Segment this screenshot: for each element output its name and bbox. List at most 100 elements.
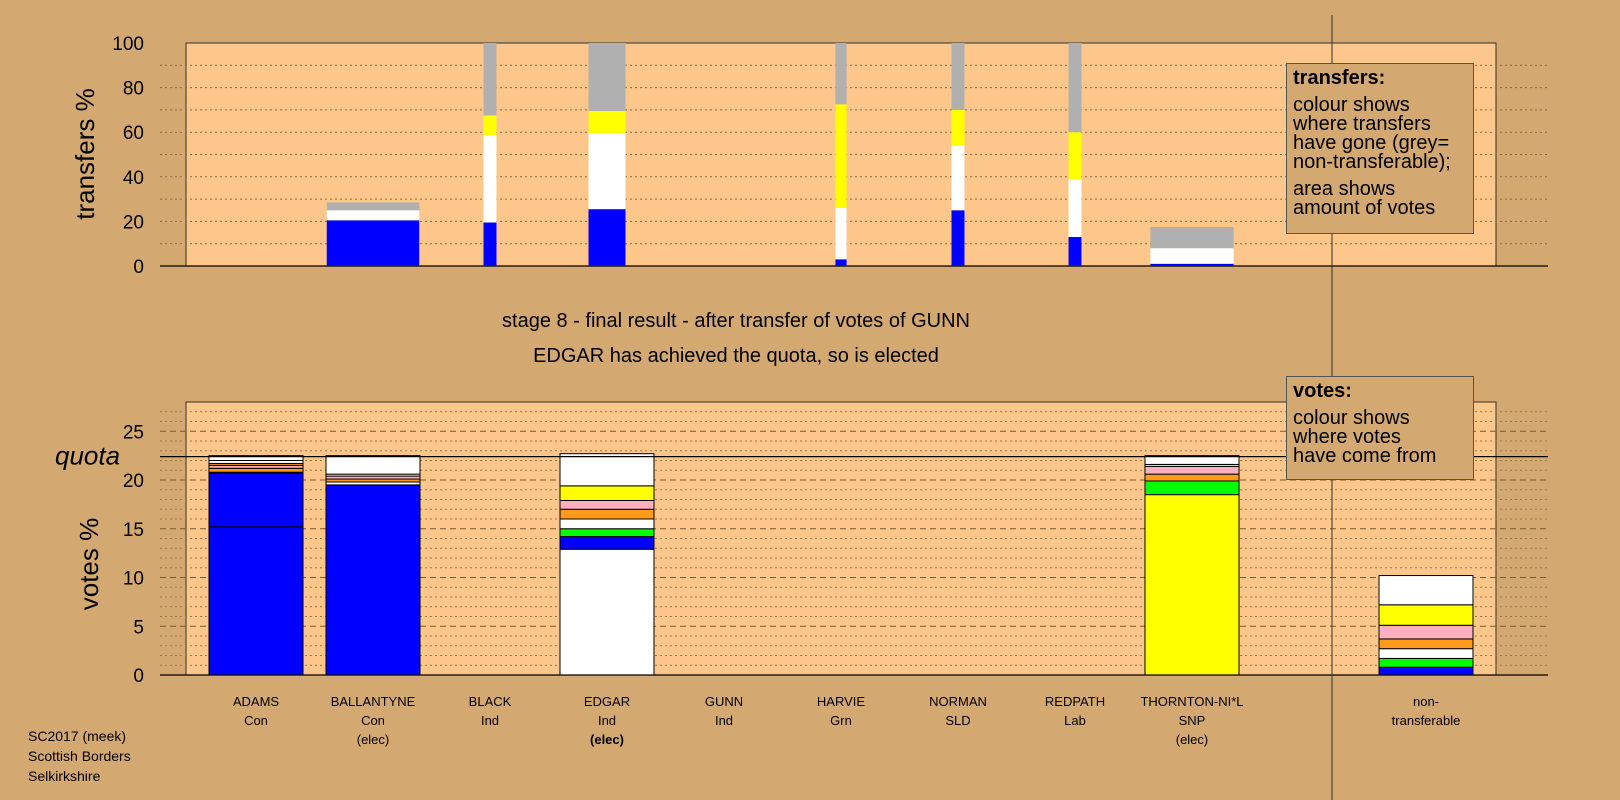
candidate-party: Con [244, 713, 268, 728]
candidate-status: (elec) [590, 732, 624, 747]
transfer-bar-segment [326, 210, 420, 221]
transfer-bar-segment [951, 145, 965, 211]
transfer-bar-segment [951, 210, 965, 266]
vote-bar-segment [1378, 666, 1474, 676]
vote-bar-segment [1144, 455, 1240, 465]
vote-bar-segment [559, 485, 655, 501]
transfers-y-tick: 20 [123, 212, 144, 233]
vote-bar-segment [208, 467, 304, 473]
candidate-party: Ind [715, 713, 733, 728]
footer-council: Scottish Borders [28, 748, 131, 764]
transfer-bar-segment [1150, 226, 1234, 249]
candidate-party: Ind [598, 713, 616, 728]
candidate-name: ADAMS [233, 694, 280, 709]
votes-y-tick: 20 [123, 471, 144, 492]
vote-bar-segment [208, 472, 304, 528]
candidate-name: BALLANTYNE [331, 694, 416, 709]
candidate-name: HARVIE [817, 694, 865, 709]
vote-bar-segment [1378, 657, 1474, 668]
transfer-bar-segment [951, 43, 965, 110]
candidate-name: non- [1413, 694, 1439, 709]
candidate-party: Lab [1064, 713, 1086, 728]
transfer-bar-segment [483, 135, 497, 223]
candidate-party: Ind [481, 713, 499, 728]
candidate-party: SLD [945, 713, 970, 728]
transfer-bar-segment [483, 115, 497, 136]
vote-bar-segment [559, 453, 655, 487]
candidate-name: THORNTON-NI*L [1140, 694, 1243, 709]
transfer-bar-segment [835, 43, 847, 105]
candidate-status: (elec) [357, 732, 390, 747]
vote-bar-segment [1144, 494, 1240, 676]
vote-bar-segment [1378, 648, 1474, 659]
votes-y-label: votes % [74, 518, 104, 611]
legend-transfers-line: amount of votes [1293, 197, 1436, 219]
footer-info: SC2017 (meek) Scottish Borders Selkirksh… [28, 726, 131, 786]
transfer-bar-segment [588, 43, 626, 112]
vote-bar-segment [1144, 480, 1240, 496]
transfer-bar-segment [483, 43, 497, 116]
transfer-bar-segment [326, 220, 420, 266]
candidate-party: Con [361, 713, 385, 728]
transfer-bar-segment [588, 111, 626, 134]
vote-bar-segment [325, 484, 421, 676]
vote-bar-segment [559, 536, 655, 550]
transfer-bar-segment [835, 208, 847, 260]
transfer-bar-segment [1068, 132, 1082, 180]
legend-votes-line: colour shows [1293, 407, 1410, 429]
votes-y-tick: 5 [133, 617, 144, 638]
vote-bar-segment [559, 518, 655, 530]
vote-bar-segment [1378, 575, 1474, 606]
legend-votes-line: where votes [1293, 426, 1401, 448]
transfer-bar-segment [326, 202, 420, 211]
vote-bar-segment [1144, 473, 1240, 482]
legend-transfers-line: have gone (grey= [1293, 132, 1450, 154]
legend-transfers-line: non-transferable); [1293, 151, 1451, 173]
candidate-name: EDGAR [584, 694, 630, 709]
vote-bar-segment [1378, 604, 1474, 626]
legend-transfers: transfers: colour shows where transfers … [1286, 63, 1474, 234]
transfers-y-tick: 0 [133, 257, 144, 278]
legend-transfers-title: transfers: [1293, 67, 1386, 89]
transfer-bar-segment [588, 209, 626, 266]
stage-title: stage 8 - final result - after transfer … [502, 310, 970, 332]
transfer-bar-segment [483, 222, 497, 266]
vote-bar-segment [559, 508, 655, 520]
transfer-bar-segment [1150, 248, 1234, 264]
votes-y-tick: 15 [123, 520, 144, 541]
candidate-status: (elec) [1176, 732, 1209, 747]
transfer-bar-segment [1068, 179, 1082, 238]
candidate-party: transferable [1392, 713, 1461, 728]
candidate-party: Grn [830, 713, 852, 728]
vote-bar-segment [325, 455, 421, 475]
legend-transfers-line: area shows [1293, 178, 1396, 200]
vote-bar-segment [559, 548, 655, 676]
vote-bar-segment [559, 528, 655, 538]
vote-bar-segment [559, 499, 655, 510]
votes-y-tick: 0 [133, 666, 144, 687]
legend-votes-line: have come from [1293, 445, 1437, 467]
transfers-y-tick: 40 [123, 168, 144, 189]
transfer-bar-segment [951, 109, 965, 146]
vote-bar-segment [1144, 465, 1240, 475]
transfer-bar-segment [835, 259, 847, 266]
candidate-party: SNP [1179, 713, 1206, 728]
stage-subtitle: EDGAR has achieved the quota, so is elec… [533, 345, 939, 367]
votes-y-tick: 10 [123, 569, 144, 590]
transfer-bar-segment [1068, 43, 1082, 133]
transfer-bar-segment [1150, 263, 1234, 266]
transfer-bar-segment [1068, 237, 1082, 266]
transfers-y-tick: 100 [112, 34, 144, 55]
transfers-y-tick: 60 [123, 123, 144, 144]
transfers-y-tick: 80 [123, 79, 144, 100]
vote-bar-segment [1378, 624, 1474, 640]
footer-election: SC2017 (meek) [28, 728, 127, 744]
candidate-name: BLACK [469, 694, 512, 709]
footer-ward: Selkirkshire [28, 768, 101, 784]
candidate-name: GUNN [705, 694, 743, 709]
vote-bar-segment [208, 455, 304, 461]
vote-bar-segment [1378, 638, 1474, 650]
legend-transfers-line: colour shows [1293, 94, 1410, 116]
legend-votes-title: votes: [1293, 380, 1352, 402]
